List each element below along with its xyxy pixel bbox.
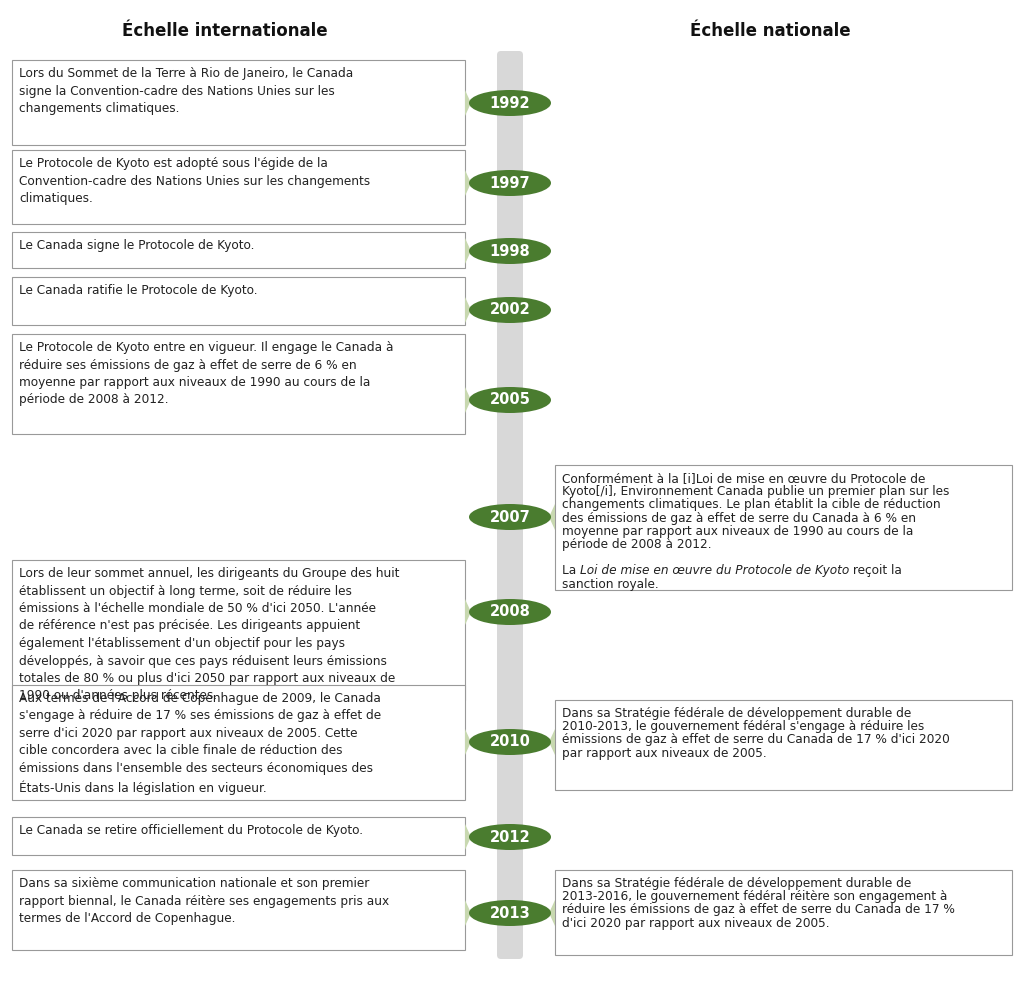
Text: Le Protocole de Kyoto est adopté sous l'égide de la
Convention-cadre des Nations: Le Protocole de Kyoto est adopté sous l'… <box>19 157 370 205</box>
FancyBboxPatch shape <box>12 685 465 800</box>
FancyBboxPatch shape <box>12 60 465 145</box>
Ellipse shape <box>469 729 551 755</box>
Text: Conformément à la [i]Loi de mise en œuvre du Protocole de: Conformément à la [i]Loi de mise en œuvr… <box>562 472 926 485</box>
Text: changements climatiques. Le plan établit la cible de réduction: changements climatiques. Le plan établit… <box>562 498 941 511</box>
FancyBboxPatch shape <box>12 232 465 268</box>
FancyBboxPatch shape <box>12 817 465 855</box>
Text: 2002: 2002 <box>489 303 530 317</box>
Ellipse shape <box>469 824 551 850</box>
FancyBboxPatch shape <box>12 334 465 434</box>
Text: sanction royale.: sanction royale. <box>562 578 658 590</box>
Text: 1998: 1998 <box>489 243 530 258</box>
Polygon shape <box>465 297 471 323</box>
Text: émissions de gaz à effet de serre du Canada de 17 % d'ici 2020: émissions de gaz à effet de serre du Can… <box>562 734 949 747</box>
Polygon shape <box>549 504 555 530</box>
FancyBboxPatch shape <box>497 51 523 959</box>
FancyBboxPatch shape <box>12 560 465 700</box>
Text: 2010-2013, le gouvernement fédéral s'engage à réduire les: 2010-2013, le gouvernement fédéral s'eng… <box>562 720 925 733</box>
Polygon shape <box>465 238 471 264</box>
Text: 1997: 1997 <box>489 175 530 191</box>
Text: 1992: 1992 <box>489 96 530 111</box>
Text: Kyoto[/i], Environnement Canada publie un premier plan sur les: Kyoto[/i], Environnement Canada publie u… <box>562 486 949 498</box>
Polygon shape <box>465 170 471 196</box>
Text: reçoit la: reçoit la <box>849 565 902 578</box>
Ellipse shape <box>469 900 551 926</box>
Text: par rapport aux niveaux de 2005.: par rapport aux niveaux de 2005. <box>562 747 767 760</box>
Text: La: La <box>562 565 581 578</box>
Text: 2013-2016, le gouvernement fédéral réitère son engagement à: 2013-2016, le gouvernement fédéral réitè… <box>562 890 947 903</box>
Ellipse shape <box>469 599 551 625</box>
Polygon shape <box>465 729 471 755</box>
Polygon shape <box>465 387 471 413</box>
Text: Le Canada ratifie le Protocole de Kyoto.: Le Canada ratifie le Protocole de Kyoto. <box>19 284 257 297</box>
Text: période de 2008 à 2012.: période de 2008 à 2012. <box>562 538 712 551</box>
Text: Loi de mise en œuvre du Protocole de Kyoto: Loi de mise en œuvre du Protocole de Kyo… <box>581 565 849 578</box>
Text: des émissions de gaz à effet de serre du Canada à 6 % en: des émissions de gaz à effet de serre du… <box>562 511 916 524</box>
Text: Échelle internationale: Échelle internationale <box>122 22 328 40</box>
FancyBboxPatch shape <box>12 870 465 950</box>
Text: 2005: 2005 <box>489 393 530 407</box>
Polygon shape <box>465 900 471 926</box>
Polygon shape <box>549 900 555 926</box>
Polygon shape <box>549 729 555 755</box>
Text: Échelle nationale: Échelle nationale <box>690 22 850 40</box>
Polygon shape <box>465 90 471 116</box>
FancyBboxPatch shape <box>12 277 465 325</box>
Text: Lors du Sommet de la Terre à Rio de Janeiro, le Canada
signe la Convention-cadre: Lors du Sommet de la Terre à Rio de Jane… <box>19 67 353 115</box>
Text: Lors de leur sommet annuel, les dirigeants du Groupe des huit
établissent un obj: Lors de leur sommet annuel, les dirigean… <box>19 567 399 702</box>
Text: réduire les émissions de gaz à effet de serre du Canada de 17 %: réduire les émissions de gaz à effet de … <box>562 903 954 917</box>
Text: Le Canada se retire officiellement du Protocole de Kyoto.: Le Canada se retire officiellement du Pr… <box>19 824 362 837</box>
Ellipse shape <box>469 170 551 196</box>
Polygon shape <box>465 599 471 625</box>
Text: 2010: 2010 <box>489 735 530 750</box>
Ellipse shape <box>469 387 551 413</box>
Text: moyenne par rapport aux niveaux de 1990 au cours de la: moyenne par rapport aux niveaux de 1990 … <box>562 525 913 538</box>
Ellipse shape <box>469 297 551 323</box>
Text: d'ici 2020 par rapport aux niveaux de 2005.: d'ici 2020 par rapport aux niveaux de 20… <box>562 917 829 930</box>
Polygon shape <box>465 824 471 850</box>
FancyBboxPatch shape <box>12 150 465 224</box>
Text: 2013: 2013 <box>489 906 530 921</box>
Ellipse shape <box>469 238 551 264</box>
Text: Le Protocole de Kyoto entre en vigueur. Il engage le Canada à
réduire ses émissi: Le Protocole de Kyoto entre en vigueur. … <box>19 341 393 406</box>
Text: Dans sa Stratégie fédérale de développement durable de: Dans sa Stratégie fédérale de développem… <box>562 877 911 890</box>
Ellipse shape <box>469 504 551 530</box>
Text: 2012: 2012 <box>489 830 530 845</box>
Ellipse shape <box>469 90 551 116</box>
Text: 2007: 2007 <box>489 509 530 524</box>
Text: Dans sa Stratégie fédérale de développement durable de: Dans sa Stratégie fédérale de développem… <box>562 707 911 720</box>
Text: Le Canada signe le Protocole de Kyoto.: Le Canada signe le Protocole de Kyoto. <box>19 239 254 252</box>
Text: 2008: 2008 <box>489 604 530 619</box>
FancyBboxPatch shape <box>555 465 1012 590</box>
Text: Aux termes de l'Accord de Copenhague de 2009, le Canada
s'engage à réduire de 17: Aux termes de l'Accord de Copenhague de … <box>19 692 381 795</box>
FancyBboxPatch shape <box>555 870 1012 955</box>
Text: Dans sa sixième communication nationale et son premier
rapport biennal, le Canad: Dans sa sixième communication nationale … <box>19 877 389 925</box>
FancyBboxPatch shape <box>555 700 1012 790</box>
